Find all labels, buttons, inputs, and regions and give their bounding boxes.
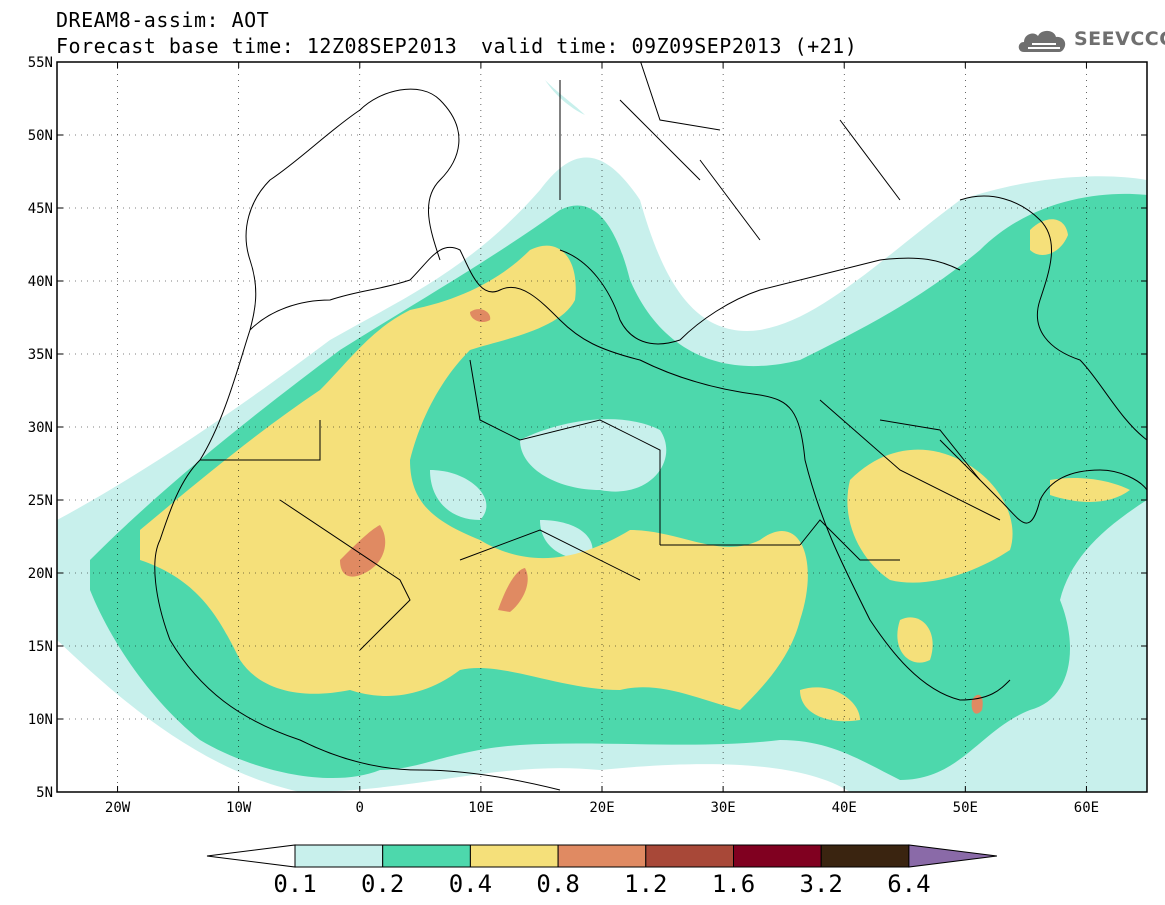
x-tick-label: 60E (1074, 800, 1099, 816)
y-tick-label: 20N (28, 566, 53, 582)
x-tick-label: 10E (468, 800, 493, 816)
colorbar-box (294, 844, 384, 868)
x-tick-label: 40E (832, 800, 857, 816)
colorbar-under-triangle (206, 844, 296, 868)
cloud-icon (1018, 30, 1066, 52)
colorbar-box (557, 844, 647, 868)
colorbar-label: 6.4 (887, 870, 931, 898)
y-tick-label: 25N (28, 493, 53, 509)
colorbar-box (469, 844, 559, 868)
colorbar-over-triangle (908, 844, 997, 868)
y-tick-label: 50N (28, 128, 53, 144)
colorbar-label: 1.2 (624, 870, 668, 898)
contour-0.4 (140, 245, 808, 710)
seevccc-logo: SEEVCCC (1016, 24, 1165, 60)
colorbar-label: 0.4 (448, 870, 493, 898)
base-time: Forecast base time: 12Z08SEP2013 (56, 34, 458, 58)
x-tick-label: 0 (356, 800, 364, 816)
colorbar-label: 0.8 (536, 870, 580, 898)
colorbar-label: 0.2 (361, 870, 405, 898)
colorbar (206, 844, 997, 868)
y-tick-label: 40N (28, 274, 53, 290)
chart-title: DREAM8-assim: AOT (56, 8, 270, 32)
x-tick-label: 10W (226, 800, 252, 816)
colorbar-label: 0.1 (273, 870, 317, 898)
valid-time: valid time: 09Z09SEP2013 (+21) (481, 34, 858, 58)
colorbar-box (382, 844, 471, 868)
colorbar-box (820, 844, 910, 868)
y-tick-label: 15N (28, 639, 53, 655)
coastlines (154, 62, 1147, 791)
y-tick-label: 35N (28, 347, 53, 363)
forecast-times: Forecast base time: 12Z08SEP2013 valid ti… (56, 34, 857, 58)
y-tick-label: 30N (28, 420, 53, 436)
colorbar-box (645, 844, 734, 868)
contour-0.8 (340, 525, 386, 577)
x-tick-label: 30E (710, 800, 735, 816)
colorbar-label: 3.2 (799, 870, 843, 898)
colorbar-label: 1.6 (711, 870, 756, 898)
x-tick-label: 20E (589, 800, 614, 816)
logo-text: SEEVCCC (1074, 28, 1165, 50)
y-tick-label: 45N (28, 201, 53, 217)
colorbar-box (733, 844, 822, 868)
y-tick-label: 10N (28, 712, 53, 728)
axis-ticks: 20W 10W 0 10E 20E 30E 40E 50E 60E 55N 50N 45N 40N 35N… (28, 55, 1147, 816)
y-tick-label: 55N (28, 55, 53, 71)
y-tick-label: 5N (36, 785, 53, 801)
x-tick-label: 20W (105, 800, 131, 816)
aot-contours (57, 62, 1147, 792)
x-tick-label: 50E (953, 800, 978, 816)
